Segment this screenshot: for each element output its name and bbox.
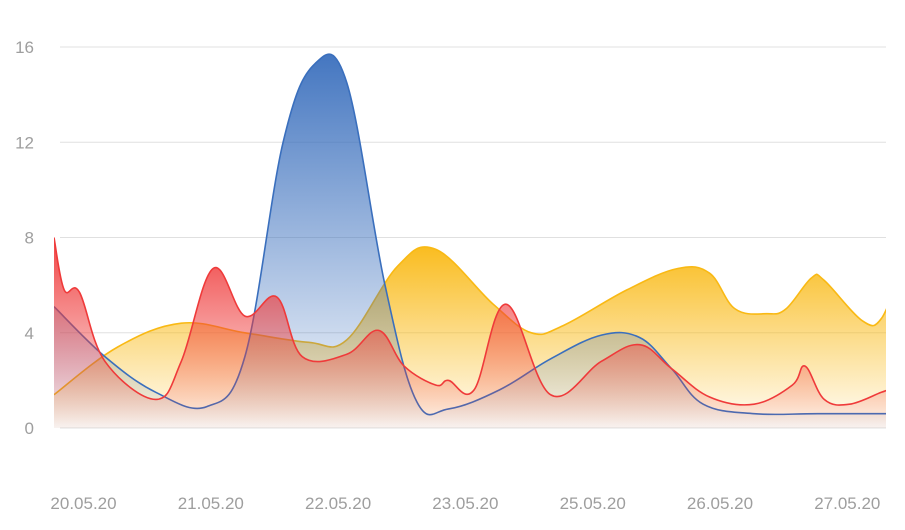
y-tick-label: 8 (25, 229, 34, 248)
x-tick-label: 25.05.20 (560, 494, 626, 513)
x-tick-label: 23.05.20 (432, 494, 498, 513)
series-2 (54, 237, 886, 428)
x-tick-label: 26.05.20 (687, 494, 753, 513)
x-tick-label: 20.05.20 (50, 494, 116, 513)
series-layer (54, 53, 886, 428)
x-tick-label: 22.05.20 (305, 494, 371, 513)
x-tick-label: 21.05.20 (178, 494, 244, 513)
y-tick-label: 16 (15, 38, 34, 57)
series-area (54, 237, 886, 428)
axis-layer: 0 4 8 12 16 20.05.20 21.05.20 22.05.20 23.05.20 2… (15, 38, 880, 513)
y-tick-label: 4 (25, 324, 34, 343)
x-tick-label: 27.05.20 (814, 494, 880, 513)
y-tick-label: 0 (25, 419, 34, 438)
series-line (54, 237, 886, 406)
y-tick-label: 12 (15, 133, 34, 152)
